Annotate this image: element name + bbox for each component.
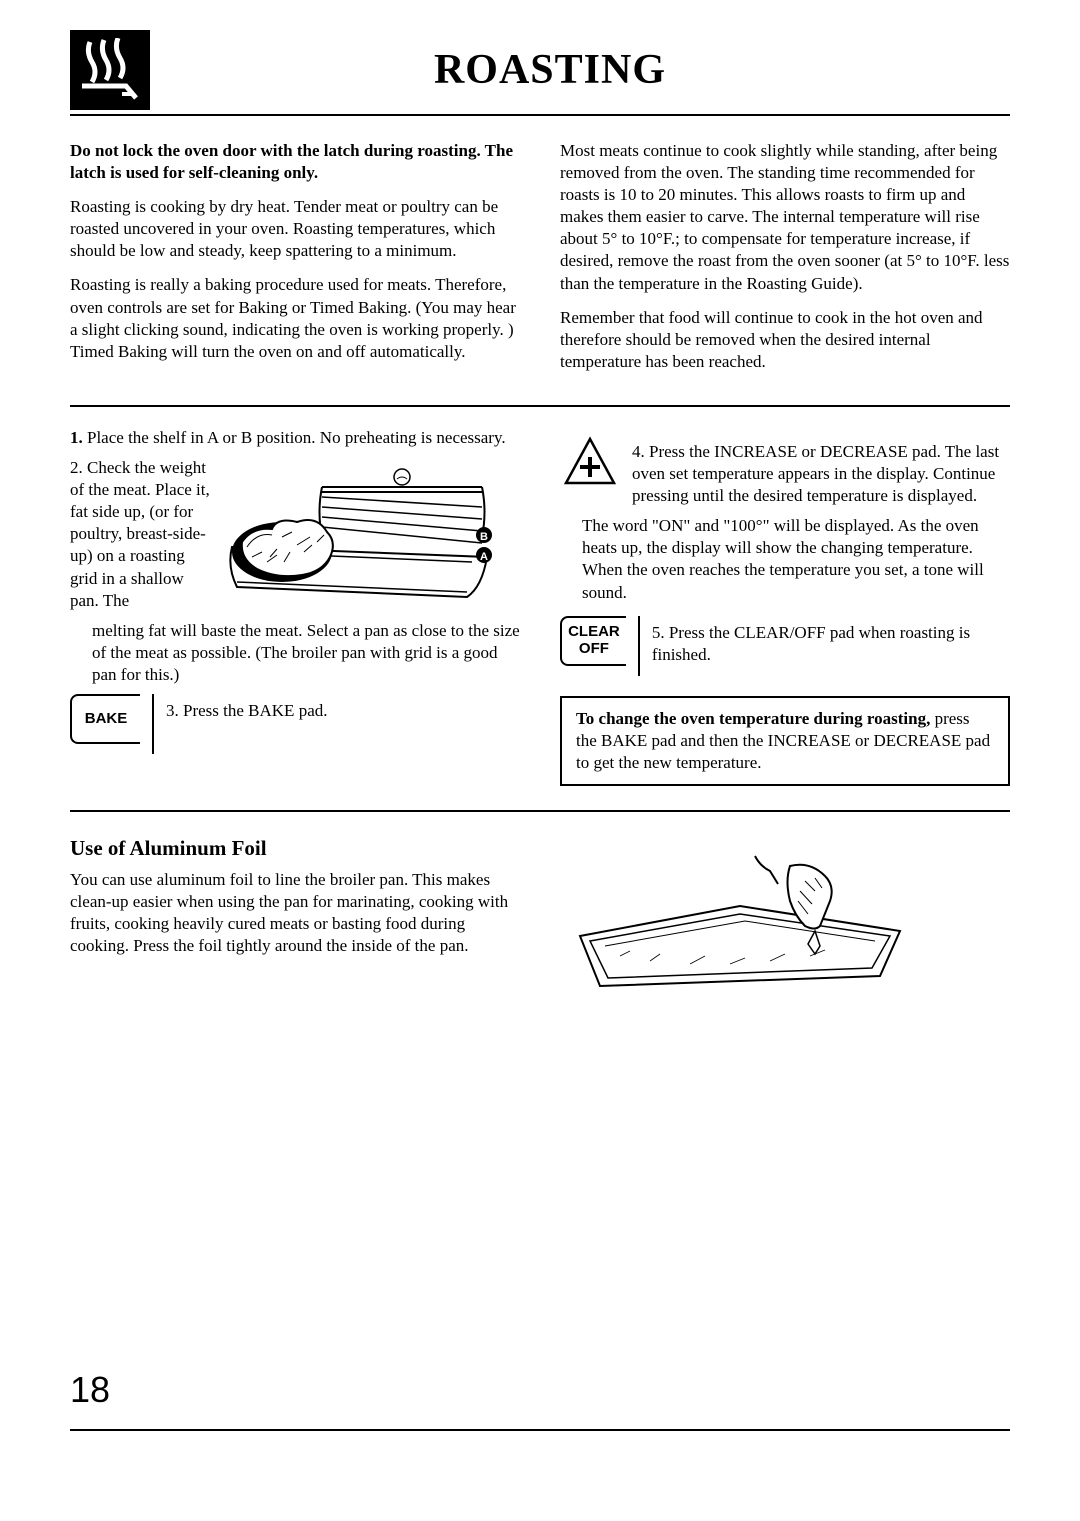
temperature-note-box: To change the oven temperature during ro… [560, 696, 1010, 786]
step-2-text-head: 2. Check the weight of the meat. Place i… [70, 457, 210, 612]
off-label: OFF [579, 641, 609, 658]
intro-right-column: Most meats continue to cook slightly whi… [560, 140, 1010, 385]
step-5-row: CLEAR OFF 5. Press the CLEAR/OFF pad whe… [560, 616, 1010, 676]
foil-heading: Use of Aluminum Foil [70, 836, 520, 861]
roasting-pan-illustration: B A [222, 457, 520, 612]
intro-paragraph: Most meats continue to cook slightly whi… [560, 140, 1010, 295]
step-4-text: 4. Press the INCREASE or DECREASE pad. T… [632, 435, 1010, 507]
page-title: ROASTING [170, 46, 1010, 94]
page-number: 18 [70, 1369, 110, 1411]
svg-text:B: B [480, 531, 488, 543]
bake-pad: BAKE [70, 694, 140, 744]
steps-right-column: 4. Press the INCREASE or DECREASE pad. T… [560, 427, 1010, 786]
foil-illustration-column [560, 836, 1010, 1021]
intro-section: Do not lock the oven door with the latch… [70, 140, 1010, 407]
step-3-text: 3. Press the BAKE pad. [166, 694, 327, 722]
intro-paragraph: Roasting is really a baking procedure us… [70, 274, 520, 362]
steps-left-column: 1. Place the shelf in A or B position. N… [70, 427, 520, 786]
bottom-rule [70, 1429, 1010, 1431]
clear-label: CLEAR [568, 624, 620, 641]
foil-body: You can use aluminum foil to line the br… [70, 869, 520, 957]
divider [638, 616, 640, 676]
svg-text:A: A [480, 551, 488, 563]
divider [152, 694, 154, 754]
intro-left-column: Do not lock the oven door with the latch… [70, 140, 520, 385]
step-1: 1. Place the shelf in A or B position. N… [70, 427, 520, 449]
step-2-row: 2. Check the weight of the meat. Place i… [70, 457, 520, 612]
note-bold: To change the oven temperature during ro… [576, 709, 930, 728]
page-header: ROASTING [70, 30, 1010, 116]
foil-pan-illustration [560, 836, 920, 1016]
increase-icon [560, 435, 620, 495]
steam-icon [70, 30, 150, 110]
step-1-text: Place the shelf in A or B position. No p… [87, 428, 506, 447]
foil-section: Use of Aluminum Foil You can use aluminu… [70, 836, 1010, 1021]
warning-text: Do not lock the oven door with the latch… [70, 140, 520, 184]
clear-off-pad: CLEAR OFF [560, 616, 626, 666]
intro-paragraph: Roasting is cooking by dry heat. Tender … [70, 196, 520, 262]
step-2-text-tail: melting fat will baste the meat. Select … [70, 620, 520, 686]
steps-section: 1. Place the shelf in A or B position. N… [70, 427, 1010, 812]
foil-text-column: Use of Aluminum Foil You can use aluminu… [70, 836, 520, 1021]
step-4-row: 4. Press the INCREASE or DECREASE pad. T… [560, 435, 1010, 507]
step-3-row: BAKE 3. Press the BAKE pad. [70, 694, 520, 754]
step-5-text: 5. Press the CLEAR/OFF pad when roasting… [652, 616, 1010, 666]
intro-paragraph: Remember that food will continue to cook… [560, 307, 1010, 373]
step-4-after: The word "ON" and "100°" will be display… [560, 515, 1010, 603]
